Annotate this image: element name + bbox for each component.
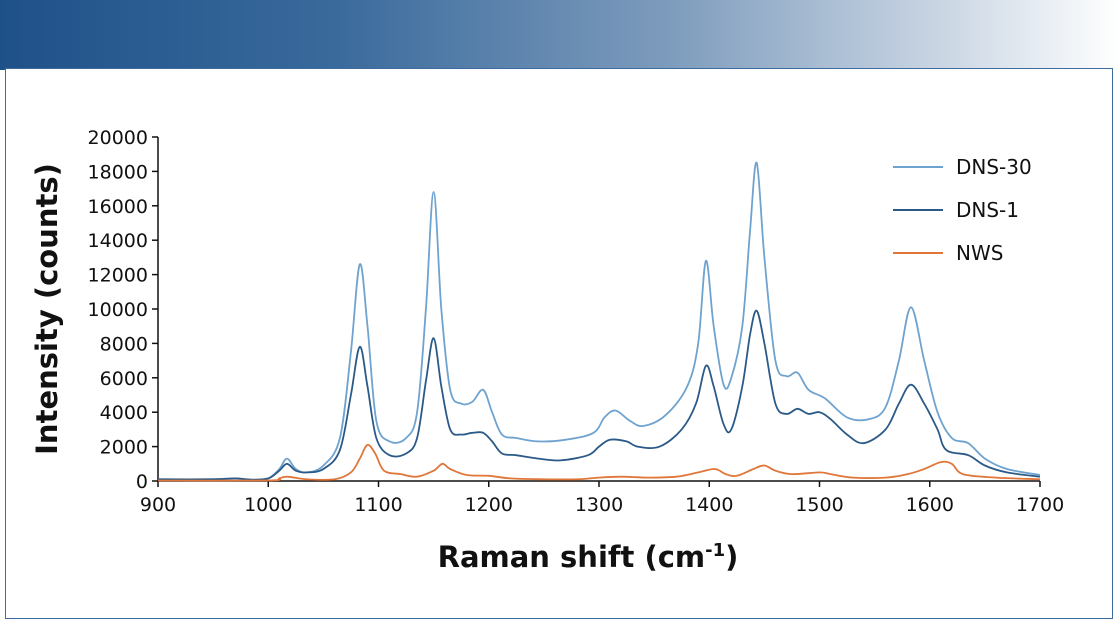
x-tick-label: 900 bbox=[140, 494, 176, 516]
legend-label-dns-1: DNS-1 bbox=[956, 198, 1019, 222]
y-tick-label: 16000 bbox=[88, 196, 148, 218]
y-tick-label: 2000 bbox=[100, 437, 148, 459]
y-tick-label: 18000 bbox=[88, 161, 148, 183]
series-line-dns-1 bbox=[157, 309, 1041, 481]
x-axis-title-main: Raman shift (cm bbox=[438, 540, 706, 574]
y-tick-label: 6000 bbox=[100, 368, 148, 390]
y-tick-label: 12000 bbox=[88, 265, 148, 287]
y-tick-label: 10000 bbox=[88, 299, 148, 321]
y-tick-label: 8000 bbox=[100, 333, 148, 355]
x-tick-label: 1400 bbox=[685, 494, 733, 516]
x-tick-label: 1200 bbox=[465, 494, 513, 516]
x-tick-label: 1500 bbox=[795, 494, 843, 516]
x-axis-title: Raman shift (cm-1) bbox=[438, 540, 739, 574]
y-tick-label: 0 bbox=[136, 471, 148, 493]
axes bbox=[157, 137, 1040, 482]
legend: DNS-30 DNS-1 NWS bbox=[893, 155, 1032, 265]
x-axis-title-superscript: -1 bbox=[705, 540, 725, 561]
x-tick-label: 1000 bbox=[244, 494, 292, 516]
series-lines bbox=[157, 161, 1041, 482]
tick-marks bbox=[152, 136, 1041, 487]
y-tick-label: 4000 bbox=[100, 402, 148, 424]
x-tick-label: 1300 bbox=[575, 494, 623, 516]
chart-panel bbox=[5, 68, 1113, 619]
series-line-nws bbox=[157, 443, 1041, 482]
y-tick-label: 20000 bbox=[88, 127, 148, 149]
x-tick-label: 1100 bbox=[354, 494, 402, 516]
x-axis-title-end: ) bbox=[725, 540, 738, 574]
tick-labels: 900 1000 1100 1200 1300 1400 1500 1600 1700 0 2000… bbox=[88, 127, 1065, 516]
legend-label-nws: NWS bbox=[956, 241, 1003, 265]
x-tick-label: 1600 bbox=[906, 494, 954, 516]
x-tick-label: 1700 bbox=[1016, 494, 1064, 516]
header-gradient-band bbox=[0, 0, 1120, 70]
y-tick-label: 14000 bbox=[88, 230, 148, 252]
y-axis-title: Intensity (counts) bbox=[30, 163, 64, 455]
legend-label-dns-30: DNS-30 bbox=[956, 155, 1032, 179]
series-line-dns-30 bbox=[157, 161, 1041, 482]
